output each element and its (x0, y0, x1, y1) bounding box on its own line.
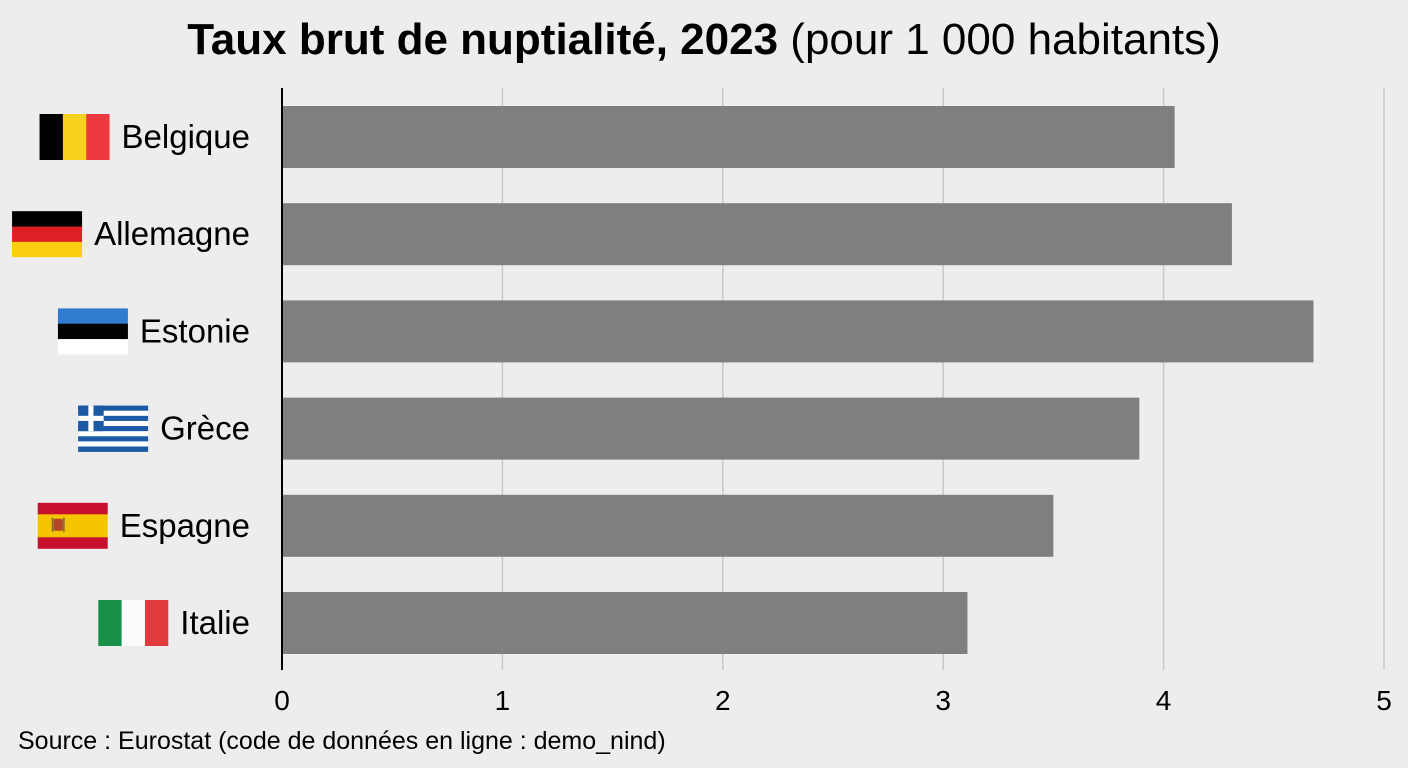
x-tick-label: 4 (1156, 685, 1172, 716)
flag-italy (98, 600, 169, 646)
category-label: Belgique (122, 118, 250, 155)
bar (282, 106, 1175, 168)
bars (282, 106, 1314, 654)
chart-title: Taux brut de nuptialité, 2023 (pour 1 00… (0, 14, 1408, 66)
x-tick-label: 2 (715, 685, 731, 716)
gridlines (501, 88, 1385, 670)
x-tick-label: 0 (274, 685, 290, 716)
chart-title-unit: (pour 1 000 habitants) (790, 15, 1221, 64)
x-tick-label: 5 (1376, 685, 1392, 716)
category-label: Grèce (160, 410, 250, 447)
category-label: Allemagne (94, 215, 250, 252)
category-label: Italie (180, 604, 250, 641)
category-labels: Belgique Allemagne Estonie Grèce Espagne Ital… (12, 114, 250, 646)
category-label: Espagne (120, 507, 250, 544)
category-label: Estonie (140, 312, 250, 349)
bar (282, 592, 968, 654)
bar (282, 494, 1054, 557)
x-tick-label: 1 (495, 685, 511, 716)
flag-greece (78, 405, 149, 452)
flag-spain (37, 502, 108, 549)
bar (282, 300, 1314, 363)
axes: 0 1 2 3 4 5 (274, 88, 1392, 716)
source-note: Source : Eurostat (code de données en li… (18, 727, 666, 755)
bar (282, 203, 1232, 266)
x-tick-label: 3 (935, 685, 951, 716)
bar (282, 397, 1140, 460)
flag-germany (12, 211, 83, 258)
chart-title-main: Taux brut de nuptialité, 2023 (187, 15, 779, 64)
flag-estonia (57, 308, 128, 355)
flag-belgium (39, 114, 110, 160)
